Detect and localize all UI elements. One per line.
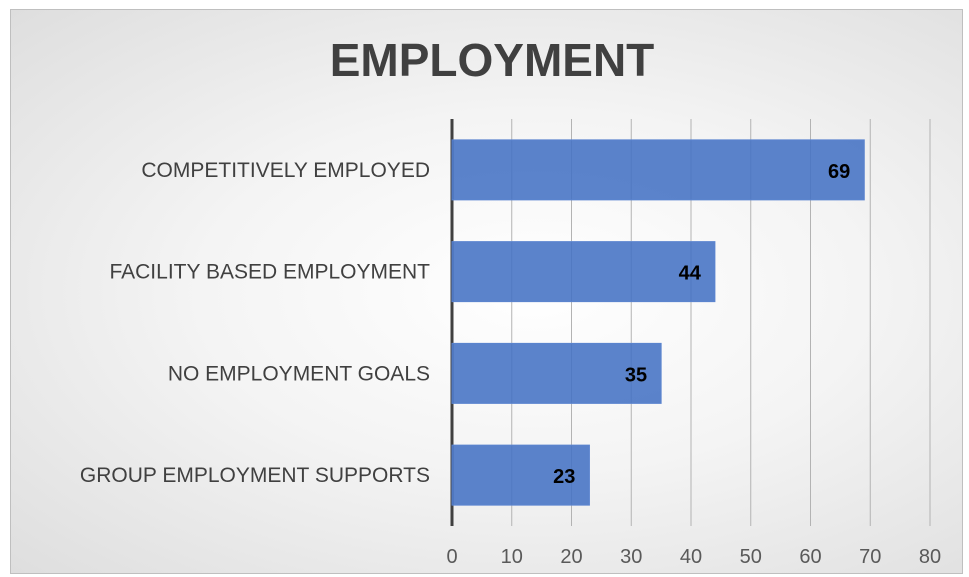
bar xyxy=(451,241,716,303)
category-label: FACILITY BASED EMPLOYMENT xyxy=(109,261,430,284)
x-tick-label: 80 xyxy=(919,546,941,568)
category-label: GROUP EMPLOYMENT SUPPORTS xyxy=(80,464,430,487)
x-tick-label: 40 xyxy=(680,546,702,568)
x-tick-label: 10 xyxy=(501,546,523,568)
x-tick-label: 50 xyxy=(740,546,762,568)
x-tick-label: 0 xyxy=(446,546,457,568)
bar xyxy=(451,342,662,404)
x-tick-label: 60 xyxy=(799,546,821,568)
bars xyxy=(451,139,865,506)
category-label: NO EMPLOYMENT GOALS xyxy=(168,362,430,385)
data-label: 23 xyxy=(553,466,575,488)
x-tick-label: 70 xyxy=(859,546,881,568)
bar xyxy=(451,444,590,506)
data-label: 69 xyxy=(828,161,850,183)
data-label: 35 xyxy=(625,364,647,386)
x-tick-label: 30 xyxy=(620,546,642,568)
category-label: COMPETITIVELY EMPLOYED xyxy=(141,159,430,182)
labels: 0 10 20 30 40 50 60 70 80 COMPETITIVELY EMPLOYED 6… xyxy=(80,159,941,568)
bar xyxy=(451,139,865,201)
chart-title: EMPLOYMENT xyxy=(330,34,655,86)
x-tick-label: 20 xyxy=(560,546,582,568)
data-label: 44 xyxy=(679,263,702,285)
